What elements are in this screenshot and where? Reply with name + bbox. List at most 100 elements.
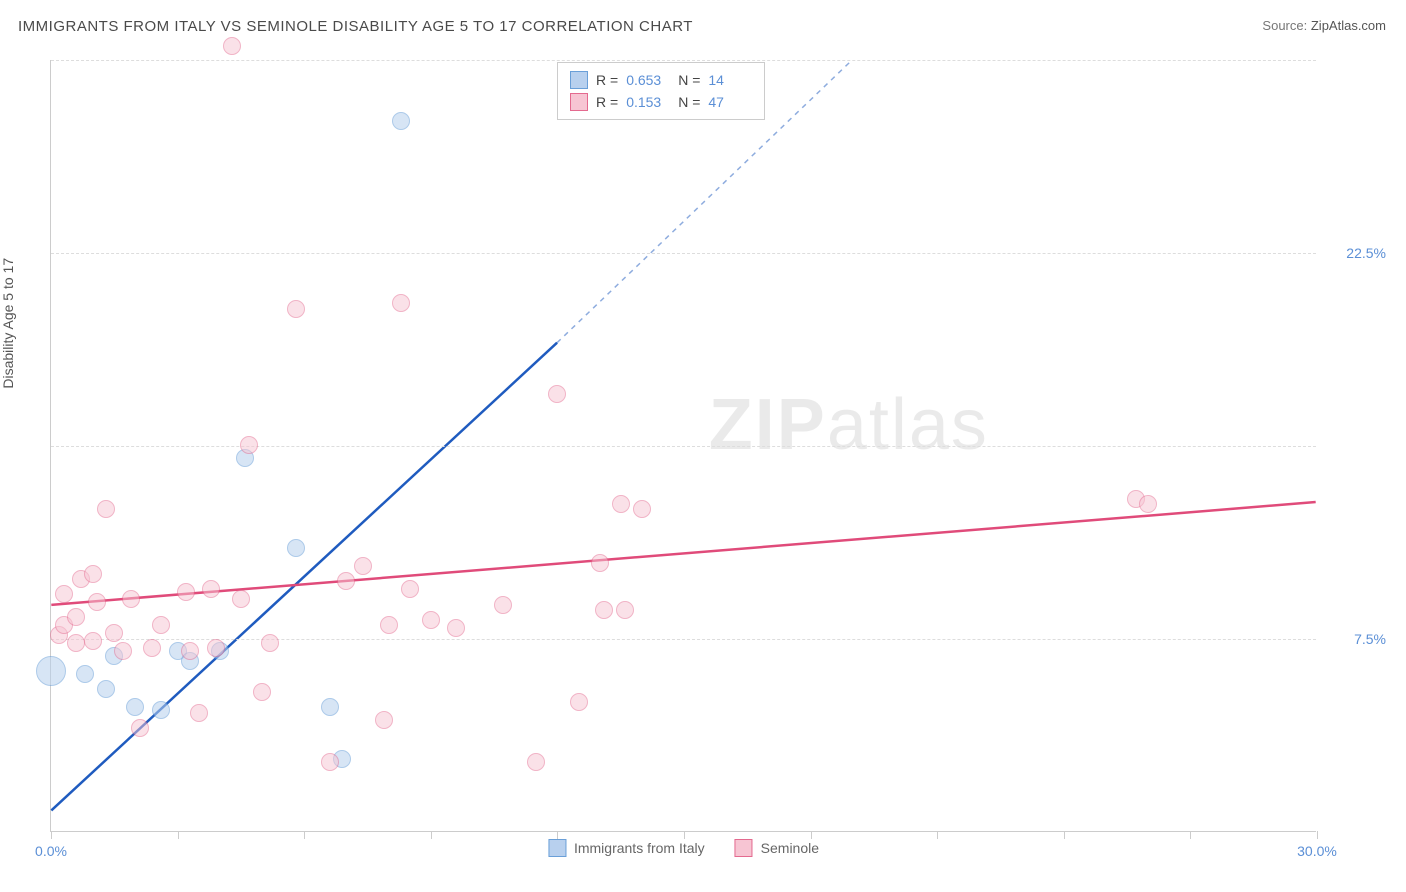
x-tick (304, 831, 305, 839)
chart-title: IMMIGRANTS FROM ITALY VS SEMINOLE DISABI… (18, 18, 693, 35)
watermark: ZIPatlas (709, 384, 989, 466)
data-point-seminole (261, 634, 279, 652)
legend-bottom-label: Seminole (761, 840, 819, 856)
x-tick-label: 30.0% (1297, 843, 1337, 859)
data-point-seminole (616, 601, 634, 619)
gridline (51, 253, 1316, 254)
legend-r-label: R = (596, 94, 618, 110)
legend-n-value: 47 (708, 94, 752, 110)
legend-swatch (548, 839, 566, 857)
y-axis-label: Disability Age 5 to 17 (0, 258, 16, 389)
regression-line-seminole (51, 502, 1315, 605)
data-point-seminole (232, 590, 250, 608)
data-point-seminole (177, 583, 195, 601)
y-tick-label: 7.5% (1326, 631, 1386, 647)
data-point-seminole (337, 572, 355, 590)
data-point-seminole (131, 719, 149, 737)
data-point-italy (287, 539, 305, 557)
data-point-seminole (84, 565, 102, 583)
x-tick (811, 831, 812, 839)
x-tick (431, 831, 432, 839)
data-point-seminole (105, 624, 123, 642)
data-point-italy (392, 112, 410, 130)
legend-row-seminole: R = 0.153 N = 47 (570, 91, 752, 113)
gridline (51, 60, 1316, 61)
data-point-italy (76, 665, 94, 683)
source-label: Source: (1262, 18, 1307, 33)
x-tick (1317, 831, 1318, 839)
data-point-seminole (240, 436, 258, 454)
data-point-seminole (190, 704, 208, 722)
x-tick-label: 0.0% (35, 843, 67, 859)
data-point-seminole (375, 711, 393, 729)
data-point-seminole (354, 557, 372, 575)
legend-bottom-label: Immigrants from Italy (574, 840, 705, 856)
data-point-italy (321, 698, 339, 716)
data-point-seminole (97, 500, 115, 518)
x-tick (937, 831, 938, 839)
data-point-seminole (612, 495, 630, 513)
data-point-seminole (122, 590, 140, 608)
regression-line-italy (51, 343, 557, 811)
data-point-seminole (67, 608, 85, 626)
legend-bottom-item-seminole: Seminole (735, 839, 819, 857)
gridline (51, 639, 1316, 640)
data-point-seminole (202, 580, 220, 598)
data-point-seminole (633, 500, 651, 518)
watermark-bold: ZIP (709, 385, 827, 465)
data-point-seminole (143, 639, 161, 657)
data-point-seminole (595, 601, 613, 619)
data-point-seminole (494, 596, 512, 614)
x-tick (1064, 831, 1065, 839)
data-point-seminole (380, 616, 398, 634)
data-point-seminole (401, 580, 419, 598)
y-tick-label: 22.5% (1326, 245, 1386, 261)
source-value: ZipAtlas.com (1311, 18, 1386, 33)
legend-r-value: 0.653 (626, 72, 670, 88)
data-point-seminole (527, 753, 545, 771)
data-point-seminole (84, 632, 102, 650)
legend-series: Immigrants from Italy Seminole (548, 839, 819, 857)
x-tick (51, 831, 52, 839)
x-tick (557, 831, 558, 839)
data-point-seminole (422, 611, 440, 629)
data-point-seminole (392, 294, 410, 312)
data-point-seminole (55, 585, 73, 603)
data-point-seminole (548, 385, 566, 403)
x-tick (178, 831, 179, 839)
data-point-seminole (447, 619, 465, 637)
legend-swatch (735, 839, 753, 857)
data-point-seminole (591, 554, 609, 572)
legend-correlation: R = 0.653 N = 14 R = 0.153 N = 47 (557, 62, 765, 120)
legend-swatch (570, 93, 588, 111)
x-tick (684, 831, 685, 839)
data-point-seminole (570, 693, 588, 711)
data-point-seminole (67, 634, 85, 652)
data-point-italy (97, 680, 115, 698)
watermark-rest: atlas (827, 385, 989, 465)
legend-bottom-item-italy: Immigrants from Italy (548, 839, 705, 857)
legend-n-value: 14 (708, 72, 752, 88)
data-point-seminole (88, 593, 106, 611)
data-point-seminole (152, 616, 170, 634)
legend-n-label: N = (678, 72, 700, 88)
source-credit: Source: ZipAtlas.com (1262, 18, 1386, 33)
plot-area: ZIPatlas R =0.653N =14R =0.153N =47 Immi… (50, 60, 1316, 832)
legend-r-label: R = (596, 72, 618, 88)
data-point-italy (36, 656, 66, 686)
data-point-seminole (287, 300, 305, 318)
legend-row-italy: R = 0.653 N = 14 (570, 69, 752, 91)
data-point-seminole (207, 639, 225, 657)
data-point-seminole (181, 642, 199, 660)
x-tick (1190, 831, 1191, 839)
legend-swatch (570, 71, 588, 89)
data-point-seminole (223, 37, 241, 55)
data-point-italy (126, 698, 144, 716)
legend-n-label: N = (678, 94, 700, 110)
data-point-italy (152, 701, 170, 719)
data-point-seminole (1139, 495, 1157, 513)
legend-r-value: 0.153 (626, 94, 670, 110)
data-point-seminole (321, 753, 339, 771)
data-point-seminole (253, 683, 271, 701)
data-point-seminole (114, 642, 132, 660)
